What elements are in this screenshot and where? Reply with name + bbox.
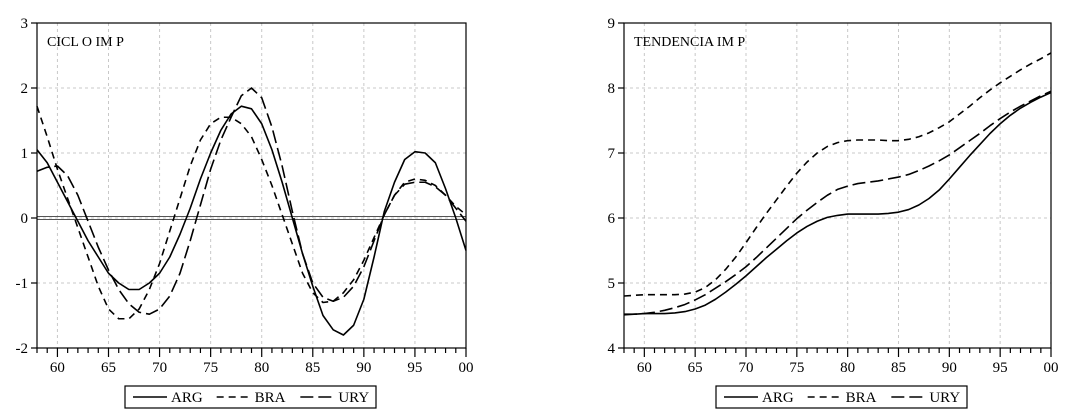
cycle-chart-panel: -2 -1 0 1 2 3 60 65 70 75 80 85 90 95 00 CICL O IM P ARG…: [16, 16, 474, 409]
chart-1-y-tick-label: 4: [608, 341, 616, 357]
chart-1-legend: ARG BRA URY: [715, 385, 968, 409]
chart-0-x-tick-label: 85: [305, 360, 320, 376]
chart-1-series-bra-line: [623, 52, 1052, 297]
chart-0-legend-label-ury: URY: [338, 390, 369, 406]
chart-0-title: CICL O IM P: [47, 35, 124, 50]
chart-0-y-tick-label: 2: [21, 81, 29, 97]
trend-chart-panel: 4 5 6 7 8 9 60 65 70 75 80 85 90 95 00 TENDENCIA IM P AR…: [608, 16, 1059, 409]
chart-0-x-tick-label: 80: [254, 360, 269, 376]
chart-1-y-tick-label: 6: [608, 211, 616, 227]
chart-0-legend: ARG BRA URY: [124, 385, 377, 409]
chart-0-y-tick-label: -2: [16, 341, 29, 357]
chart-0-y-tick-label: 1: [21, 146, 29, 162]
chart-1-x-tick-label: 95: [993, 360, 1008, 376]
chart-0-series-bra-line: [36, 105, 467, 320]
chart-0-x-tick-label: 75: [203, 360, 218, 376]
chart-1-x-tick-label: 90: [942, 360, 957, 376]
chart-0-legend-box: [124, 385, 377, 409]
chart-0-y-tick-label: 3: [21, 16, 29, 32]
chart-1-plot-frame: [623, 22, 1052, 349]
chart-0-series-ury-line: [36, 87, 467, 315]
chart-0-legend-label-bra: BRA: [255, 390, 286, 406]
chart-0-x-tick-label: 65: [101, 360, 116, 376]
chart-0-series-arg-line: [36, 105, 467, 336]
chart-1-legend-label-bra: BRA: [846, 390, 877, 406]
chart-1-x-tick-label: 60: [637, 360, 652, 376]
chart-1-y-tick-label: 9: [608, 16, 616, 32]
chart-1-x-tick-label: 65: [688, 360, 703, 376]
chart-1-x-tick-label: 70: [739, 360, 754, 376]
chart-0-legend-label-arg: ARG: [171, 390, 203, 406]
chart-1-x-tick-label: 80: [840, 360, 855, 376]
chart-0-x-tick-label: 60: [50, 360, 65, 376]
chart-1-series-ury-line: [623, 90, 1052, 316]
chart-1-x-tick-label: 85: [891, 360, 906, 376]
chart-1-x-tick-label: 75: [789, 360, 804, 376]
chart-0-x-tick-label: 70: [152, 360, 167, 376]
chart-1-y-tick-label: 5: [608, 276, 616, 292]
chart-1-legend-label-ury: URY: [929, 390, 960, 406]
chart-1-legend-box: [715, 385, 968, 409]
chart-1-series-arg-line: [624, 91, 1052, 315]
chart-1-y-tick-label: 7: [608, 146, 616, 162]
chart-0-y-tick-label: 0: [21, 211, 29, 227]
chart-1-title: TENDENCIA IM P: [634, 35, 745, 50]
chart-0-x-tick-label: 00: [459, 360, 474, 376]
chart-1-x-tick-label: 00: [1044, 360, 1059, 376]
chart-0-x-tick-label: 90: [356, 360, 371, 376]
chart-0-x-tick-label: 95: [407, 360, 422, 376]
chart-1-legend-label-arg: ARG: [762, 390, 794, 406]
chart-1-y-tick-label: 8: [608, 81, 616, 97]
chart-0-y-tick-label: -1: [16, 276, 29, 292]
